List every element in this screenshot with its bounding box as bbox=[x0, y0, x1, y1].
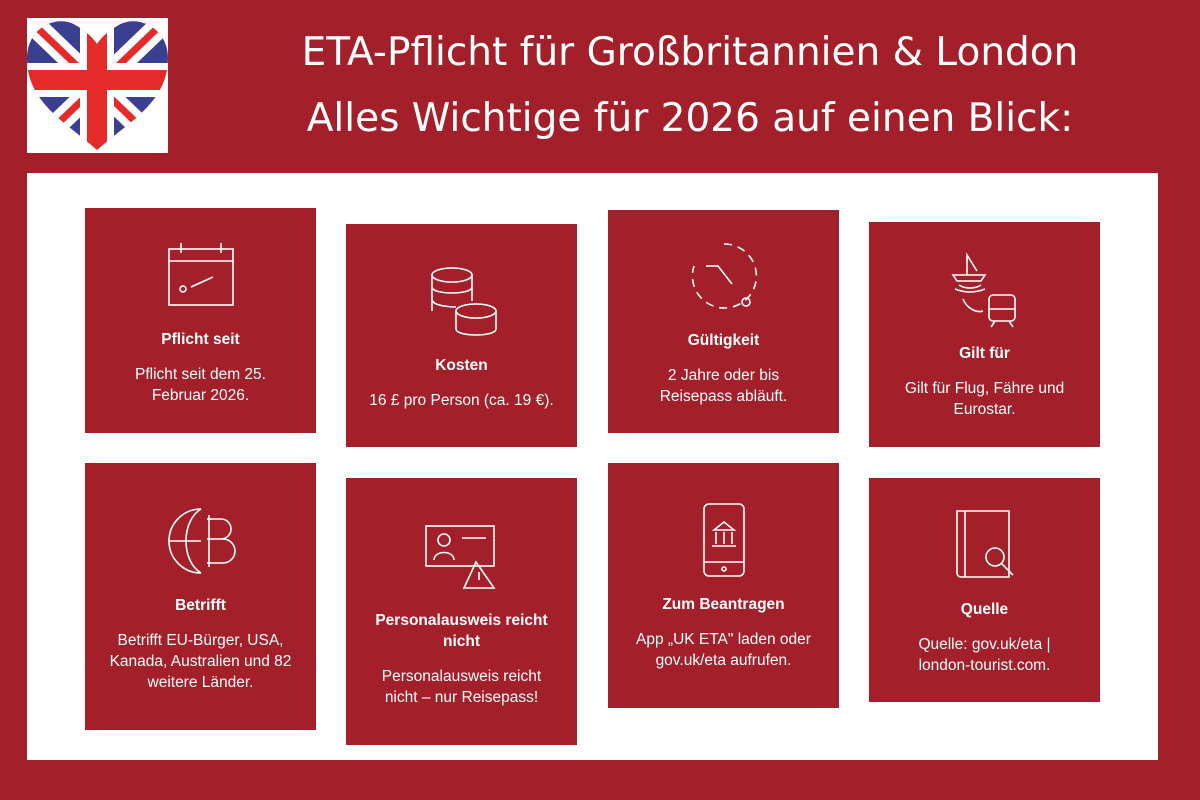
uk-flag-heart bbox=[27, 21, 168, 151]
card-title: Quelle bbox=[960, 600, 1009, 618]
flag-box bbox=[27, 18, 168, 153]
card-text: 2 Jahre oder bis Reisepass abläuft. bbox=[659, 367, 788, 405]
subtitle: Alles Wichtige für 2026 auf einen Blick: bbox=[306, 96, 1074, 141]
card: Gilt für Gilt für Flug, Fähre und Eurost… bbox=[869, 222, 1100, 447]
title: ETA-Pflicht für Großbritannien & London bbox=[301, 30, 1079, 75]
card-text: Personalausweis reicht nicht – nur Reise… bbox=[381, 667, 542, 706]
coins-icon bbox=[430, 266, 497, 336]
card-title: Gültigkeit bbox=[687, 332, 760, 349]
card: Gültigkeit 2 Jahre oder bis Reisepass ab… bbox=[608, 210, 839, 433]
book-search-icon bbox=[955, 509, 1014, 578]
card: Kosten 16 £ pro Person (ca. 19 €). bbox=[346, 224, 577, 447]
id-card-icon bbox=[424, 524, 496, 589]
globe-icon bbox=[167, 507, 236, 574]
card-text: Gilt für Flug, Fähre und Eurostar. bbox=[904, 380, 1065, 418]
card-text: Quelle: gov.uk/eta | london-tourist.com. bbox=[918, 635, 1051, 674]
card-title: Zum Beantragen bbox=[662, 596, 785, 613]
card-title: Personalausweis reicht nicht bbox=[375, 611, 548, 650]
card-text: 16 £ pro Person (ca. 19 €). bbox=[369, 391, 554, 409]
card-title: Kosten bbox=[435, 356, 488, 374]
card-text: Betrifft EU-Bürger, USA, Kanada, Austral… bbox=[109, 631, 292, 691]
card: Zum Beantragen App „UK ETA" laden oder g… bbox=[608, 463, 839, 708]
card: Betrifft Betrifft EU-Bürger, USA, Kanada… bbox=[85, 463, 316, 730]
card-text: App „UK ETA" laden oder gov.uk/eta aufru… bbox=[636, 631, 811, 669]
clock-icon bbox=[691, 243, 757, 309]
card-title: Betrifft bbox=[175, 596, 226, 614]
card: Quelle Quelle: gov.uk/eta | london-touri… bbox=[869, 478, 1100, 702]
transport-icon bbox=[951, 252, 1016, 328]
card-title: Gilt für bbox=[959, 345, 1010, 362]
card-title: Pflicht seit bbox=[161, 331, 240, 348]
card-text: Pflicht seit dem 25. Februar 2026. bbox=[135, 366, 266, 404]
card: Pflicht seit Pflicht seit dem 25. Februa… bbox=[85, 208, 316, 433]
card: Personalausweis reicht nicht Personalaus… bbox=[346, 478, 577, 745]
calendar-icon bbox=[167, 243, 234, 306]
phone-icon bbox=[702, 503, 745, 577]
